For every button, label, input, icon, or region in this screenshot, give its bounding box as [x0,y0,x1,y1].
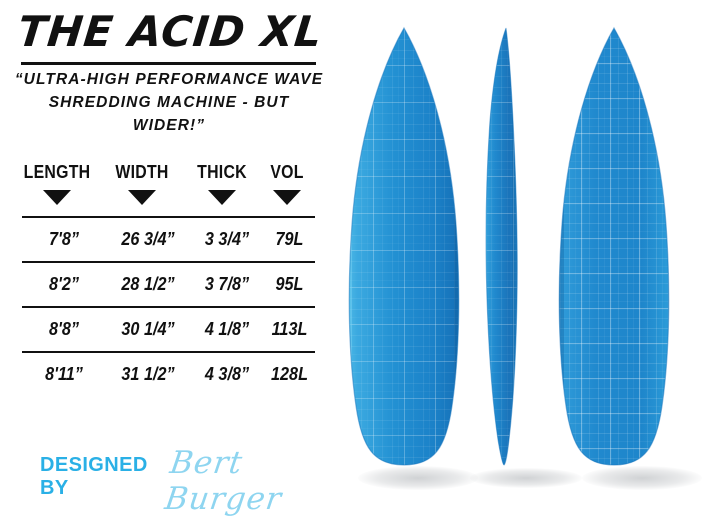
surfboard-deck-view [342,26,470,468]
cell-length: 7'8” [49,229,79,249]
table-row: 8'8” 30 1/4” 4 1/8” 113L [22,306,315,351]
cell-thick: 3 7/8” [204,274,250,294]
cell-width: 30 1/4” [121,319,175,339]
surfboard-rail-view [482,27,526,468]
column-arrow-row [14,190,314,205]
cell-length: 8'2” [49,274,79,294]
tagline-line-1: “ULTRA-HIGH PERFORMANCE WAVE [14,71,324,88]
tagline-line-2: SHREDDING MACHINE - BUT WIDER!” [48,94,290,134]
cell-vol: 79L [275,229,304,249]
surfboard-illustrations [330,0,713,504]
column-header-length: LENGTH [23,162,91,182]
triangle-down-icon-width [100,190,184,205]
designer-credit: DESIGNED BY Bert Burger [40,443,335,517]
cell-thick: 3 3/4” [204,229,250,249]
board-drop-shadow [470,468,582,488]
table-row: 8'11” 31 1/2” 4 3/8” 128L [22,351,315,396]
column-header-thick: THICK [197,162,247,182]
cell-length: 8'11” [45,364,83,384]
page-title: THE ACID XL [15,7,326,56]
triangle-down-icon-length [14,190,100,205]
cell-vol: 128L [271,364,308,384]
cell-vol: 113L [271,319,308,339]
cell-width: 26 3/4” [121,229,175,249]
cell-width: 31 1/2” [121,364,175,384]
designed-by-label: DESIGNED BY [40,454,148,499]
designer-signature: Bert Burger [162,445,285,517]
specifications-table: LENGTH WIDTH THICK VOL 7'8” 26 3/4” 3 3/… [0,162,335,396]
table-row: 7'8” 26 3/4” 3 3/4” 79L [22,216,315,261]
table-header-row: LENGTH WIDTH THICK VOL [14,162,314,183]
table-row: 8'2” 28 1/2” 3 7/8” 95L [22,261,315,306]
table-body: 7'8” 26 3/4” 3 3/4” 79L 8'2” 28 1/2” 3 7… [0,216,335,396]
title-divider [21,62,316,65]
surfboard-bottom-view [552,26,680,468]
cell-thick: 4 1/8” [204,319,250,339]
spec-sheet-info-panel: THE ACID XL “ULTRA-HIGH PERFORMANCE WAVE… [0,0,335,517]
cell-vol: 95L [275,274,304,294]
board-drop-shadow [582,466,702,490]
cell-width: 28 1/2” [121,274,175,294]
tagline: “ULTRA-HIGH PERFORMANCE WAVE SHREDDING M… [10,68,328,137]
cell-thick: 4 3/8” [204,364,250,384]
column-header-width: WIDTH [115,162,169,182]
triangle-down-icon-vol [260,190,314,205]
board-drop-shadow [358,466,478,490]
triangle-down-icon-thick [184,190,260,205]
column-header-vol: VOL [270,162,304,182]
cell-length: 8'8” [49,319,79,339]
